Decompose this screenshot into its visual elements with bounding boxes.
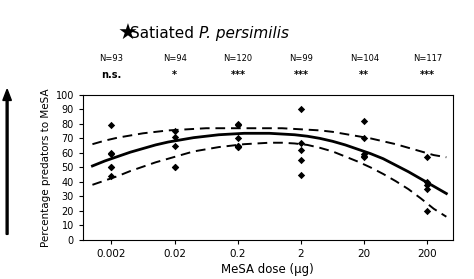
Point [234, 123, 242, 128]
Point [424, 187, 431, 191]
Text: n.s.: n.s. [101, 69, 121, 80]
Point [171, 129, 178, 133]
Point [108, 152, 115, 157]
Point [108, 165, 115, 170]
Text: ★: ★ [118, 23, 138, 44]
Point [108, 151, 115, 155]
Y-axis label: Percentage predators to MeSA: Percentage predators to MeSA [41, 88, 51, 247]
Point [297, 107, 305, 112]
Point [108, 174, 115, 178]
Text: N=104: N=104 [350, 54, 379, 63]
Point [424, 155, 431, 160]
Point [424, 209, 431, 213]
Point [171, 135, 178, 139]
Text: ***: *** [420, 69, 435, 80]
Point [297, 148, 305, 152]
Text: P. persimilis: P. persimilis [199, 26, 289, 41]
Point [234, 145, 242, 149]
Point [234, 122, 242, 126]
Point [360, 136, 368, 141]
Text: ***: *** [293, 69, 309, 80]
Point [108, 123, 115, 128]
Point [297, 141, 305, 145]
Point [234, 143, 242, 148]
Point [234, 143, 242, 148]
Text: N=99: N=99 [289, 54, 313, 63]
Text: Satiated: Satiated [130, 26, 199, 41]
Text: N=120: N=120 [223, 54, 253, 63]
Point [108, 165, 115, 170]
Text: *: * [172, 69, 177, 80]
Point [360, 119, 368, 123]
Point [297, 172, 305, 177]
Point [234, 145, 242, 149]
Point [424, 180, 431, 184]
Point [171, 143, 178, 148]
Point [171, 165, 178, 170]
Text: N=117: N=117 [413, 54, 442, 63]
Point [297, 158, 305, 162]
Point [360, 153, 368, 158]
Point [234, 136, 242, 141]
Text: N=93: N=93 [100, 54, 123, 63]
Text: N=94: N=94 [163, 54, 187, 63]
Point [360, 155, 368, 160]
Text: ***: *** [230, 69, 246, 80]
Point [360, 152, 368, 157]
X-axis label: MeSA dose (μg): MeSA dose (μg) [221, 263, 314, 276]
Point [424, 182, 431, 187]
Point [171, 165, 178, 170]
Text: **: ** [359, 69, 369, 80]
